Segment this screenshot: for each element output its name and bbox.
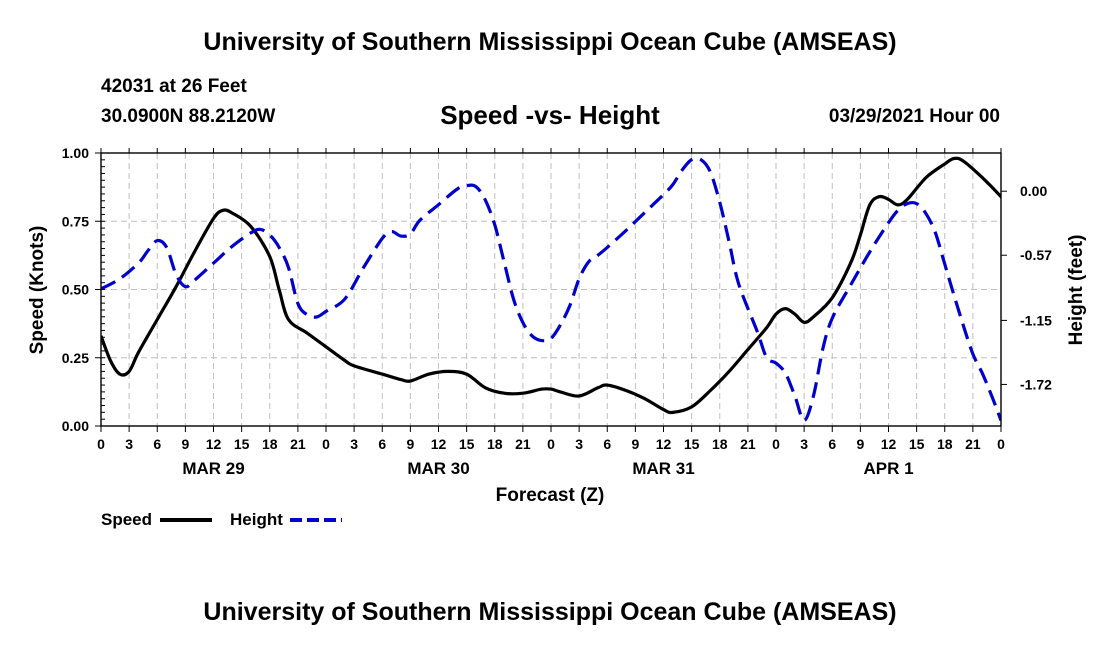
x-tick-label: 21: [965, 436, 981, 452]
x-tick-label: 0: [322, 436, 330, 452]
coordinates-label: 30.0900N 88.2120W: [101, 106, 276, 127]
grid-lines: [101, 153, 1001, 426]
x-axis-title: Forecast (Z): [496, 485, 605, 506]
chart-title: Speed -vs- Height: [440, 100, 660, 130]
y-axis-title: Speed (Knots): [27, 226, 48, 355]
x-tick-label: 12: [881, 436, 897, 452]
x-tick-label: 3: [350, 436, 358, 452]
axis-labels: 0 3 6 9 12 15 18 21 0 3 6 9 12 15 18 21 0 3 6 9 12 15 18 21 0 3 6 9…: [62, 145, 1052, 478]
x-tick-label: 21: [740, 436, 756, 452]
x-tick-label: 15: [909, 436, 925, 452]
day-label: MAR 29: [182, 459, 244, 478]
x-tick-label: 12: [656, 436, 672, 452]
x-tick-label: 21: [515, 436, 531, 452]
x-tick-label: 18: [937, 436, 953, 452]
x-tick-label: 3: [125, 436, 133, 452]
x-tick-label: 6: [378, 436, 386, 452]
y-tick-label: 0.50: [62, 282, 89, 298]
day-label: MAR 31: [632, 459, 694, 478]
x-tick-label: 9: [856, 436, 864, 452]
y-tick-label: 0.75: [62, 213, 89, 229]
station-label: 42031 at 26 Feet: [101, 76, 247, 97]
x-tick-label: 6: [153, 436, 161, 452]
series-line-height: [101, 156, 1001, 422]
x-tick-label: 9: [406, 436, 414, 452]
legend-label-speed: Speed: [101, 510, 152, 529]
y2-tick-label: -1.15: [1020, 312, 1052, 328]
x-tick-label: 21: [290, 436, 306, 452]
x-tick-label: 15: [234, 436, 250, 452]
y-tick-label: 0.00: [62, 418, 89, 434]
x-tick-label: 18: [262, 436, 278, 452]
x-tick-label: 0: [772, 436, 780, 452]
date-hour-label: 03/29/2021 Hour 00: [828, 106, 1000, 127]
x-tick-label: 15: [459, 436, 475, 452]
axis-ticks: [95, 148, 1007, 432]
x-tick-label: 3: [575, 436, 583, 452]
y2-tick-label: 0.00: [1020, 183, 1047, 199]
x-tick-label: 0: [97, 436, 105, 452]
x-tick-label: 15: [684, 436, 700, 452]
header-title: University of Southern Mississippi Ocean…: [203, 28, 897, 56]
x-tick-label: 6: [603, 436, 611, 452]
x-tick-label: 9: [631, 436, 639, 452]
x-tick-label: 12: [206, 436, 222, 452]
x-tick-label: 0: [997, 436, 1005, 452]
y2-axis-title: Height (feet): [1066, 235, 1087, 346]
y2-tick-label: -0.57: [1020, 247, 1052, 263]
x-tick-label: 18: [712, 436, 728, 452]
legend: Speed Height: [101, 510, 342, 529]
y2-tick-label: -1.72: [1020, 376, 1052, 392]
x-tick-label: 9: [181, 436, 189, 452]
day-label: MAR 30: [407, 459, 469, 478]
y-tick-label: 0.25: [62, 350, 89, 366]
x-tick-label: 3: [800, 436, 808, 452]
x-tick-label: 0: [547, 436, 555, 452]
footer-title: University of Southern Mississippi Ocean…: [203, 598, 897, 626]
day-label: APR 1: [863, 459, 913, 478]
x-tick-label: 18: [487, 436, 503, 452]
series-group: [101, 156, 1001, 422]
x-tick-label: 12: [431, 436, 447, 452]
x-tick-label: 6: [828, 436, 836, 452]
legend-label-height: Height: [230, 510, 283, 529]
series-line-speed: [101, 156, 1001, 415]
y-tick-label: 1.00: [62, 145, 89, 161]
